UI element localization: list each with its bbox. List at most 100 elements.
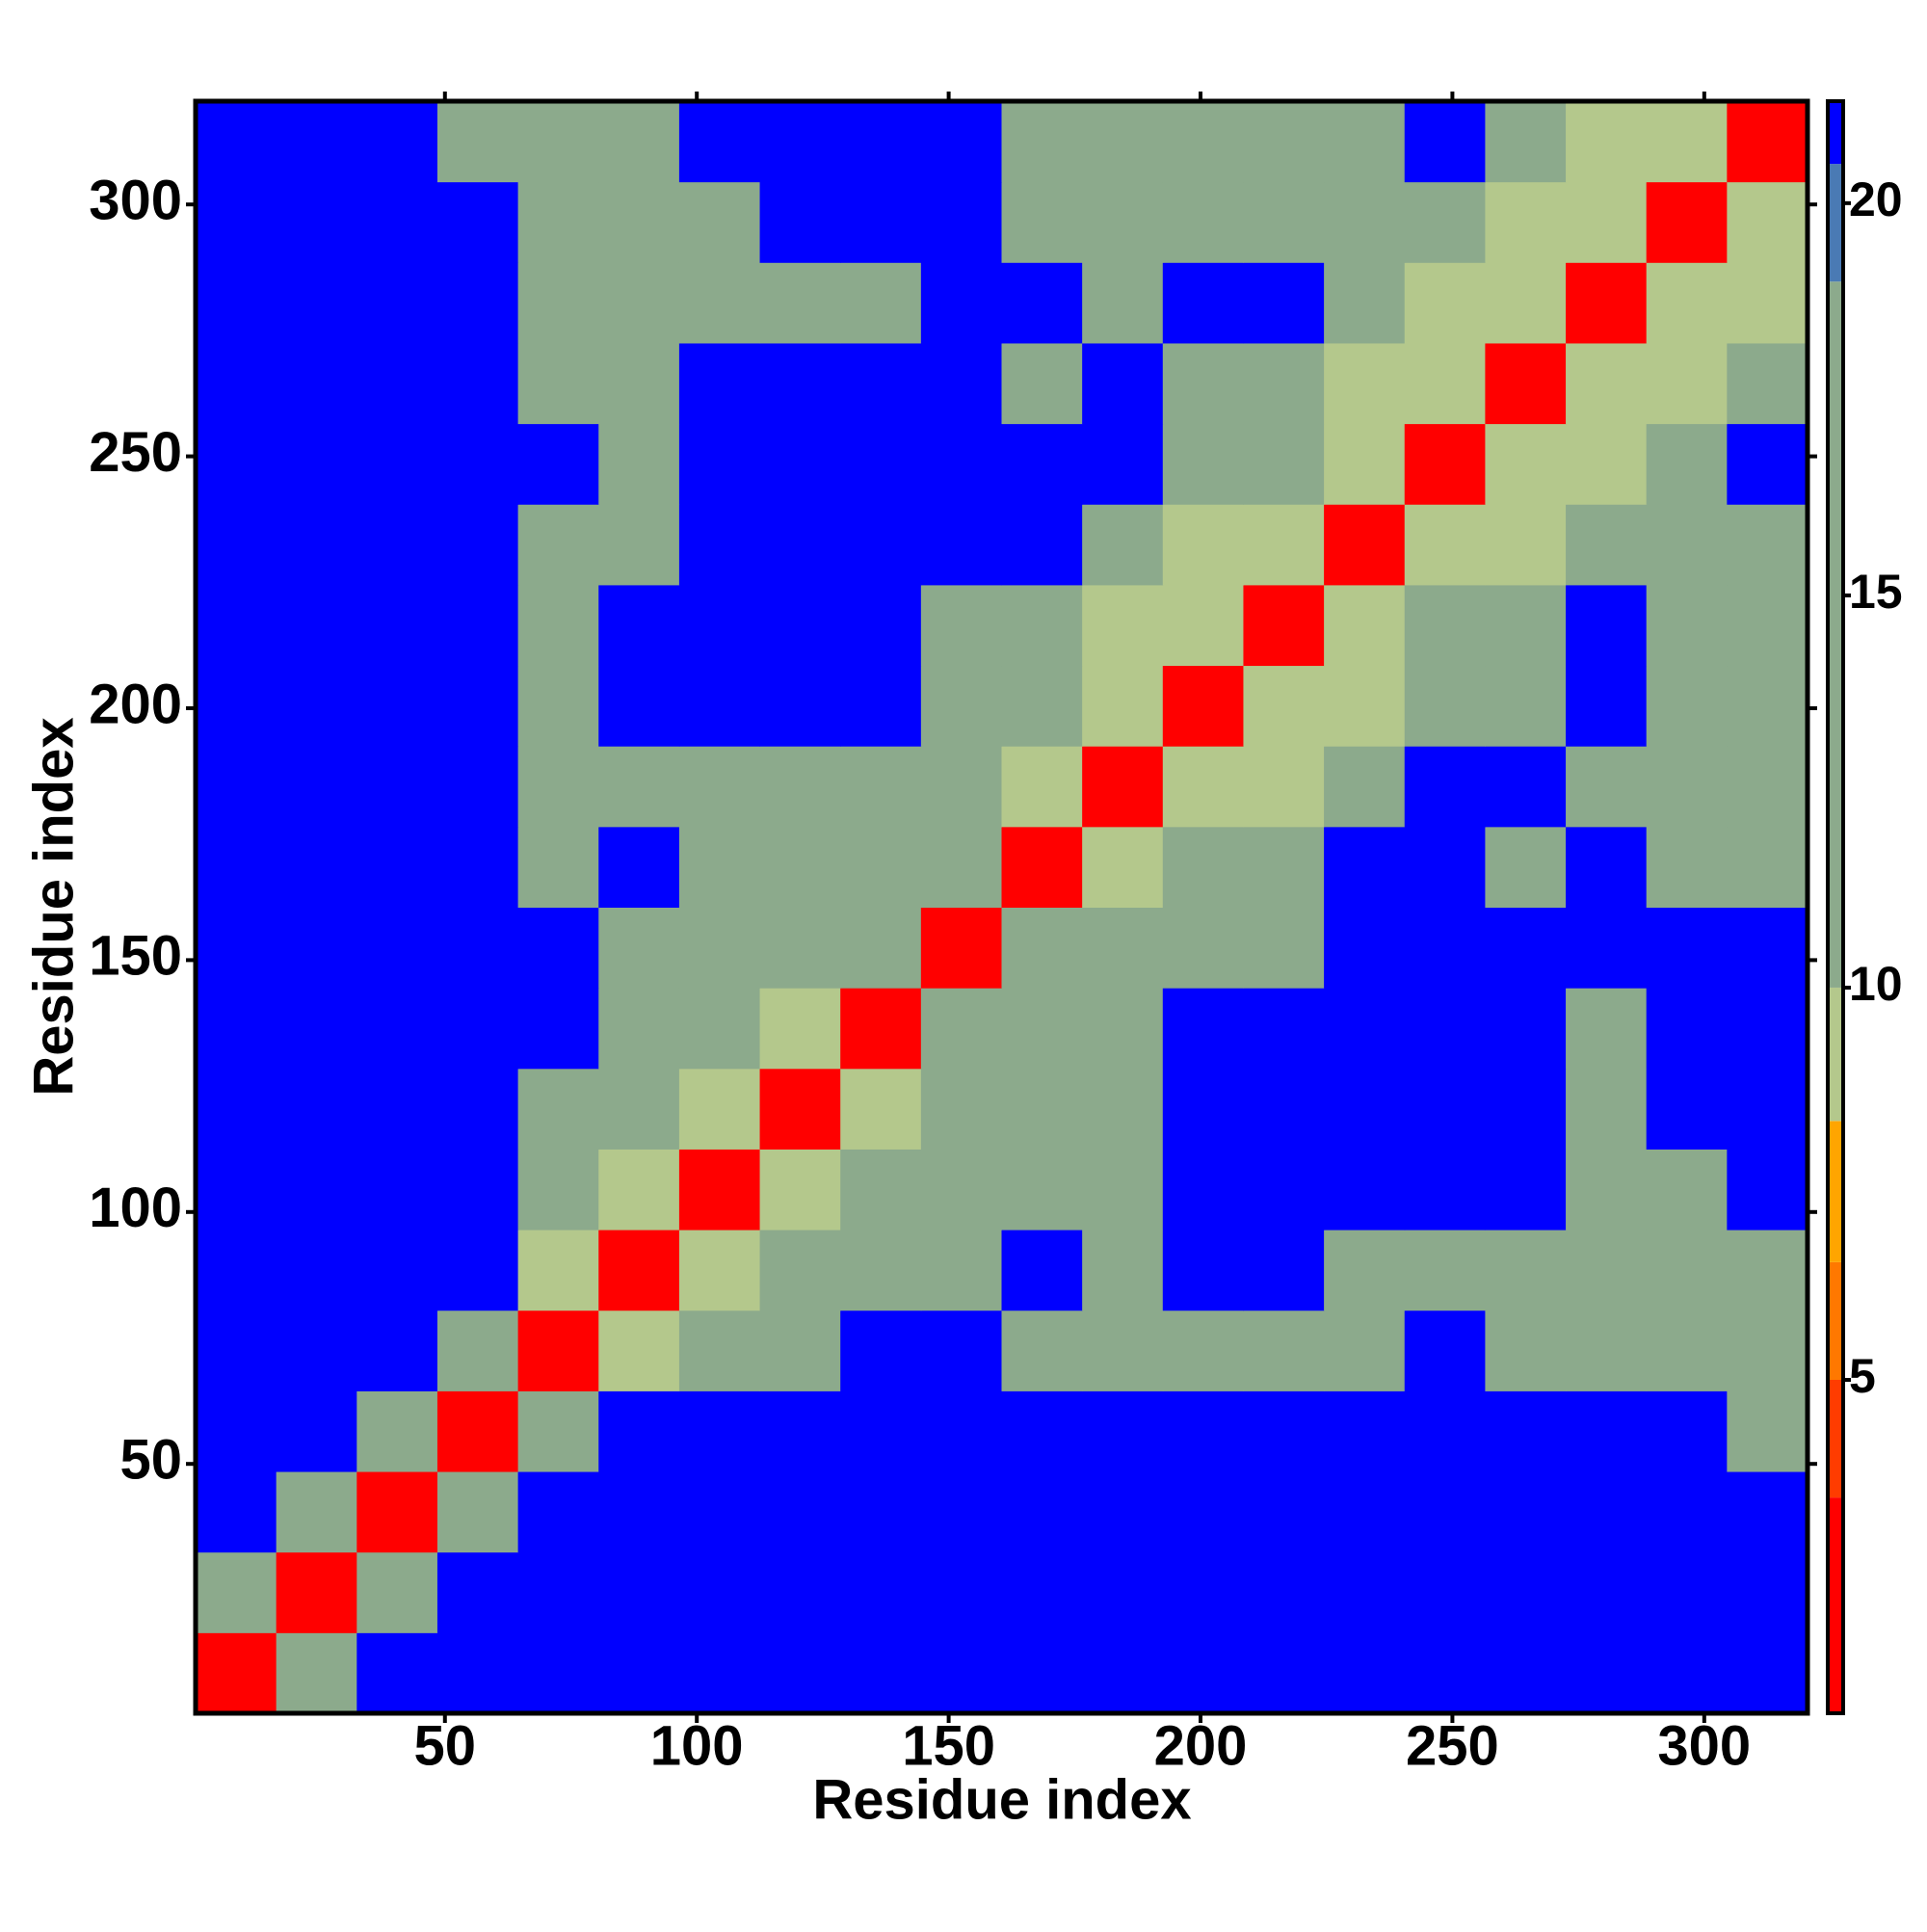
heatmap-cell [598,746,680,828]
heatmap-cell [1243,1310,1325,1391]
heatmap-cell [196,665,277,747]
heatmap-cell [1646,584,1728,667]
heatmap-cell [517,1551,599,1633]
heatmap-cell [517,1230,599,1311]
heatmap-cell [840,1551,922,1633]
heatmap-cell [1001,988,1083,1070]
heatmap-cell [1727,746,1808,828]
heatmap-cell [678,1230,761,1311]
heatmap-cell [1324,1230,1406,1311]
heatmap-cell [1082,181,1164,263]
heatmap-cell [436,907,519,989]
heatmap-cell [840,826,922,908]
heatmap-cell [436,1390,519,1472]
colorbar-segment [1828,1497,1843,1713]
heatmap-cell [276,1471,357,1553]
heatmap-cell [1162,342,1244,425]
heatmap-cell [1162,907,1244,989]
x-axis-label: Residue index [812,1768,1191,1831]
heatmap-cell [840,423,922,505]
heatmap-cell [1082,342,1164,425]
heatmap-cell [356,826,438,908]
heatmap-cell [436,342,519,425]
heatmap-cell [840,988,922,1070]
heatmap-cell [678,181,761,263]
heatmap-cell [840,181,922,263]
heatmap-cell [759,746,841,828]
heatmap-cell [517,1390,599,1472]
heatmap-cell [920,1551,1002,1633]
heatmap-cell [1646,746,1728,828]
heatmap-cell [196,1230,277,1311]
heatmap-cell [517,665,599,747]
heatmap-cell [1001,504,1083,586]
heatmap-cell [356,181,438,263]
heatmap-cell [517,504,599,586]
heatmap-cell [1404,1390,1486,1472]
heatmap-cell [1162,584,1244,667]
heatmap-cell [276,181,357,263]
heatmap-cell [1485,262,1567,344]
heatmap-cell [1082,1230,1164,1311]
heatmap-cell [436,746,519,828]
heatmap-cell [1324,423,1406,505]
plot-frame [193,98,1810,1716]
heatmap-cell [1485,826,1567,908]
heatmap-cell [1404,826,1486,908]
heatmap-cell [356,1230,438,1311]
heatmap-cell [920,101,1002,183]
heatmap-cell [1646,1149,1728,1231]
heatmap-cell [840,1230,922,1311]
heatmap-cell [1485,907,1567,989]
heatmap-cell [1485,342,1567,425]
heatmap-cell [1485,1068,1567,1150]
heatmap-cell [678,665,761,747]
heatmap-cell [1485,101,1567,183]
heatmap-cell [1243,342,1325,425]
heatmap-cell [678,1068,761,1150]
heatmap-cell [1001,1230,1083,1311]
heatmap-cell [1243,262,1325,344]
heatmap-cell [1404,1471,1486,1553]
heatmap-cell [1485,584,1567,667]
heatmap-cell [1001,746,1083,828]
heatmap-cell [1646,1471,1728,1553]
heatmap-cell [1243,1551,1325,1633]
heatmap-cell [920,907,1002,989]
heatmap-cell [759,1149,841,1231]
heatmap-cell [1566,181,1648,263]
heatmap-cell [436,1632,519,1714]
heatmap-cell [1566,423,1648,505]
heatmap-cell [598,826,680,908]
heatmap-cell [1727,342,1808,425]
heatmap-cell [920,826,1002,908]
heatmap-cell [1162,1551,1244,1633]
heatmap-cell [356,1390,438,1472]
heatmap-cell [1646,262,1728,344]
heatmap-cell [436,988,519,1070]
heatmap-cell [1727,181,1808,263]
heatmap-cell [196,504,277,586]
heatmap-cell [517,1068,599,1150]
heatmap-cell [598,665,680,747]
heatmap-cell [1243,907,1325,989]
y-tick-label: 200 [89,673,182,735]
heatmap-cell [436,665,519,747]
heatmap-cell [678,584,761,667]
heatmap-cell [196,423,277,505]
heatmap-cell [1082,1471,1164,1553]
heatmap-cell [1727,907,1808,989]
heatmap-cell [436,262,519,344]
heatmap-cell [196,826,277,908]
heatmap-cell [1001,1390,1083,1472]
heatmap-cell [1082,826,1164,908]
heatmap-cell [840,262,922,344]
heatmap-cell [276,1310,357,1391]
heatmap-cell [1001,826,1083,908]
heatmap-cell [1001,1068,1083,1150]
heatmap-cell [840,584,922,667]
heatmap-cell [276,101,357,183]
heatmap-cell [1566,1149,1648,1231]
heatmap-cell [1646,665,1728,747]
